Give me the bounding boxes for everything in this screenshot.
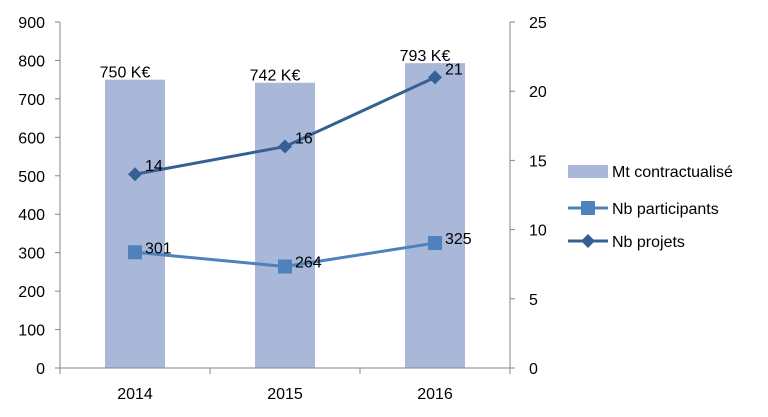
bars-layer: [105, 63, 465, 369]
bar-data-label: 750 K€: [100, 65, 151, 82]
y-left-tick-label: 900: [18, 15, 45, 32]
y-right-tick-label: 5: [529, 292, 538, 309]
legend-label: Nb participants: [612, 201, 719, 218]
y-left-tick-label: 300: [18, 246, 45, 263]
y-right-tick-label: 20: [529, 84, 547, 101]
y-left-tick-label: 400: [18, 207, 45, 224]
bar-2014: [105, 79, 165, 369]
data-label: 325: [445, 231, 472, 248]
x-tick-label: 2015: [267, 386, 303, 403]
data-point: [428, 70, 442, 85]
labels-layer: 301 264 325 14 16 21 750 K€ 742 K€ 793 K€: [100, 48, 472, 271]
data-point: [128, 167, 142, 182]
data-point: [278, 259, 292, 274]
y-left-tick-label: 200: [18, 284, 45, 301]
y-left-tick-label: 500: [18, 169, 45, 186]
x-tick-label: 2016: [417, 386, 453, 403]
legend: Mt contractualisé Nb participants Nb proje…: [568, 164, 733, 251]
data-label: 16: [295, 131, 313, 148]
bar-data-label: 793 K€: [400, 48, 451, 65]
data-label: 301: [145, 240, 172, 257]
data-point: [128, 245, 142, 260]
bar-2016: [405, 63, 465, 368]
lines-layer: [128, 70, 442, 274]
data-point: [278, 139, 292, 154]
y-left-tick-label: 700: [18, 92, 45, 109]
x-tick-label: 2014: [117, 386, 153, 403]
y-right-tick-label: 25: [529, 15, 547, 32]
y-right-tick-label: 10: [529, 223, 547, 240]
data-point: [428, 236, 442, 251]
legend-marker: [581, 234, 595, 248]
data-label: 21: [445, 61, 463, 78]
y-right-tick-label: 0: [529, 361, 538, 378]
bar-data-label: 742 K€: [250, 68, 301, 85]
data-label: 264: [295, 255, 322, 272]
data-label: 14: [145, 158, 163, 175]
y-right-tick-label: 15: [529, 153, 547, 170]
y-left-tick-label: 800: [18, 53, 45, 70]
y-left-tick-label: 0: [36, 361, 45, 378]
legend-swatch-bar: [568, 165, 608, 178]
y-left-tick-label: 100: [18, 323, 45, 340]
legend-marker: [581, 201, 595, 215]
axes-layer: 0 100 200 300 400 500 600 700 800 900 0 5 10 15 20 25 20…: [18, 15, 547, 403]
bar-2015: [255, 82, 315, 369]
legend-label: Nb projets: [612, 234, 685, 251]
legend-label: Mt contractualisé: [612, 164, 733, 181]
y-left-tick-label: 600: [18, 130, 45, 147]
